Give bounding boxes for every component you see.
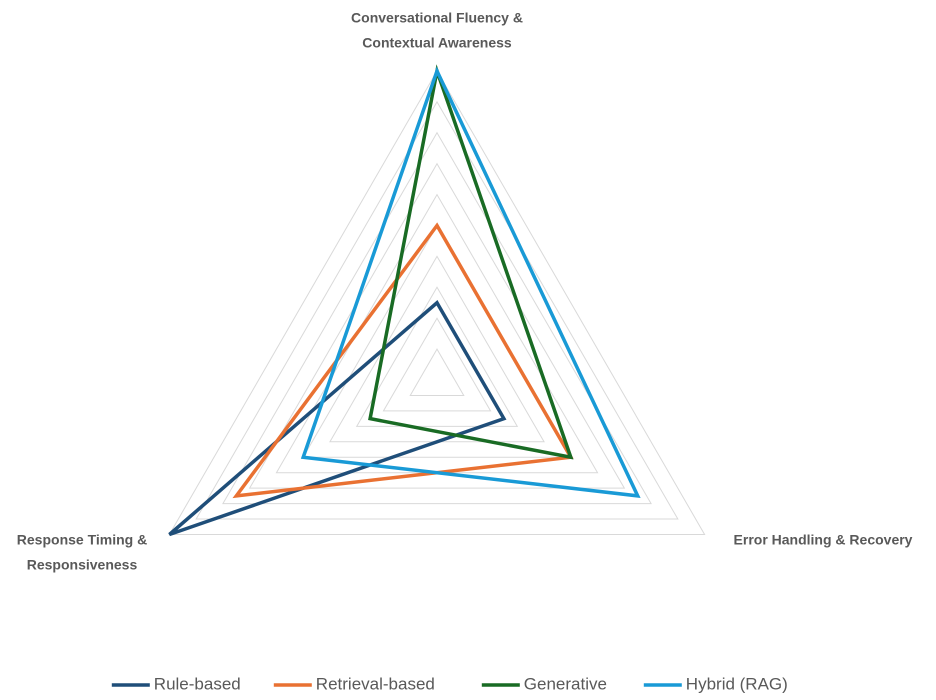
- series-line: [300, 66, 641, 498]
- grid-ring: [409, 348, 465, 396]
- legend-text: Generative: [524, 674, 607, 693]
- axis-label: Response Timing &: [17, 532, 147, 548]
- legend-text: Retrieval-based: [316, 674, 435, 693]
- legend-text: Rule-based: [154, 674, 241, 693]
- grid-ring: [195, 100, 679, 520]
- axis-label: Error Handling & Recovery: [734, 532, 913, 548]
- legend-text: Hybrid (RAG): [686, 674, 788, 693]
- grid-ring: [168, 70, 706, 535]
- grid-ring: [248, 162, 626, 489]
- grid-ring: [382, 317, 492, 412]
- axis-label: Contextual Awareness: [362, 35, 512, 51]
- axis-label: Responsiveness: [27, 557, 138, 573]
- grid-ring: [222, 131, 652, 505]
- series-line: [368, 64, 574, 460]
- axis-label: Conversational Fluency &: [351, 10, 523, 26]
- series-line: [168, 300, 507, 537]
- grid-ring: [355, 286, 519, 427]
